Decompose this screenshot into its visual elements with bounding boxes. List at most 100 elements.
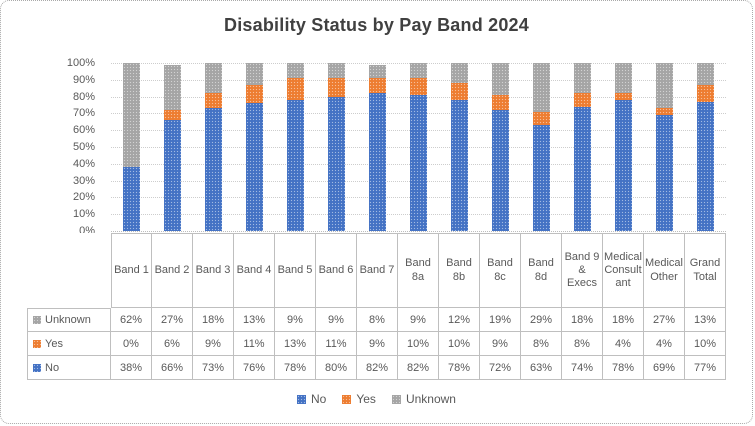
bar-segment-no [656,115,673,231]
bar-segment-no [574,106,591,231]
value-cell: 6% [152,332,193,356]
value-cell: 78% [275,356,316,380]
value-cell: 66% [152,356,193,380]
y-axis-tick-label: 50% [72,141,95,153]
bar-column [193,63,234,231]
value-cell: 38% [111,356,152,380]
bar-segment-yes [656,108,673,116]
gridline [111,231,726,232]
value-cell: 78% [439,356,480,380]
bar-segment-no [615,99,632,231]
category-header-cell: Grand Total [685,233,726,308]
row-label-cell: Yes [27,332,111,356]
value-cell: 78% [603,356,644,380]
value-cell: 18% [562,308,603,332]
y-axis-tick-label: 10% [72,208,95,220]
bar-segment-yes [410,77,427,95]
stacked-bar [451,63,468,231]
bar-segment-no [205,108,222,231]
stacked-bar [164,63,181,231]
chart-title: Disability Status by Pay Band 2024 [224,15,529,35]
stacked-bar [656,63,673,231]
legend-label: No [311,392,327,406]
bar-column [316,63,357,231]
stacked-bar [492,63,509,231]
value-cell: 63% [521,356,562,380]
y-axis: 100% 90% 80% 70% 60% 50% 40% 30% 20% 10% 0% [49,57,103,237]
legend-item: Unknown [391,392,456,406]
value-cell: 10% [439,332,480,356]
stacked-bar [123,63,140,231]
bar-column [111,63,152,231]
legend-swatch-icon [342,394,352,404]
table-corner-cell [27,233,111,308]
series-marker-icon [33,316,41,324]
category-header-cell: Band 5 [275,233,316,308]
value-cell: 13% [234,308,275,332]
value-cell: 4% [644,332,685,356]
value-cell: 29% [521,308,562,332]
bar-segment-yes [287,78,304,100]
bar-segment-no [492,110,509,231]
value-cell: 9% [398,308,439,332]
category-header-cell: Band 7 [357,233,398,308]
bar-segment-unknown [451,63,468,84]
bar-segment-no [328,96,345,231]
bar-segment-unknown [123,63,140,168]
row-label: Unknown [45,314,91,326]
bar-segment-unknown [574,63,591,94]
bar-segment-no [451,99,468,231]
legend-item: No [297,392,326,406]
bar-segment-unknown [246,63,263,85]
bar-segment-no [123,167,140,231]
row-label: Yes [45,337,63,350]
chart-legend: No Yes Unknown [1,391,752,407]
bar-segment-no [287,99,304,231]
bar-column [562,63,603,231]
bar-segment-yes [533,111,550,126]
value-cell: 76% [234,356,275,380]
bar-segment-yes [246,84,263,104]
value-cell: 80% [316,356,357,380]
category-header-cell: Band 9 & Execs [562,233,603,308]
value-cell: 74% [562,356,603,380]
bar-segment-yes [574,93,591,107]
value-cell: 73% [193,356,234,380]
category-header-cell: Medical Other [644,233,685,308]
value-cell: 8% [562,332,603,356]
category-header-cell: Band 6 [316,233,357,308]
stacked-bar [615,63,632,231]
legend-swatch-icon [297,394,307,404]
bar-column [480,63,521,231]
bar-segment-unknown [205,63,222,94]
bar-segment-yes [328,78,345,97]
value-cell: 69% [644,356,685,380]
category-header-cell: Band 8a [398,233,439,308]
stacked-bar [328,63,345,231]
value-cell: 27% [644,308,685,332]
category-header-cell: Medical Consultant [603,233,644,308]
bar-segment-unknown [369,64,386,79]
value-cell: 10% [398,332,439,356]
category-header-cell: Band 3 [193,233,234,308]
bar-segment-unknown [533,63,550,112]
bar-segment-unknown [656,63,673,109]
value-cell: 8% [357,308,398,332]
y-axis-tick-label: 90% [72,74,95,86]
value-cell: 9% [480,332,521,356]
value-cell: 62% [111,308,152,332]
bar-segment-unknown [328,63,345,79]
bar-segment-unknown [615,63,632,94]
bar-column [685,63,726,231]
stacked-bar [697,63,714,231]
stacked-bar [410,62,427,231]
stacked-bar [287,63,304,231]
y-axis-tick-label: 40% [72,158,95,170]
y-axis-tick-label: 70% [72,107,95,119]
value-cell: 12% [439,308,480,332]
category-header-cell: Band 8c [480,233,521,308]
bar-segment-yes [164,110,181,121]
bar-column [603,63,644,231]
value-cell: 9% [193,332,234,356]
